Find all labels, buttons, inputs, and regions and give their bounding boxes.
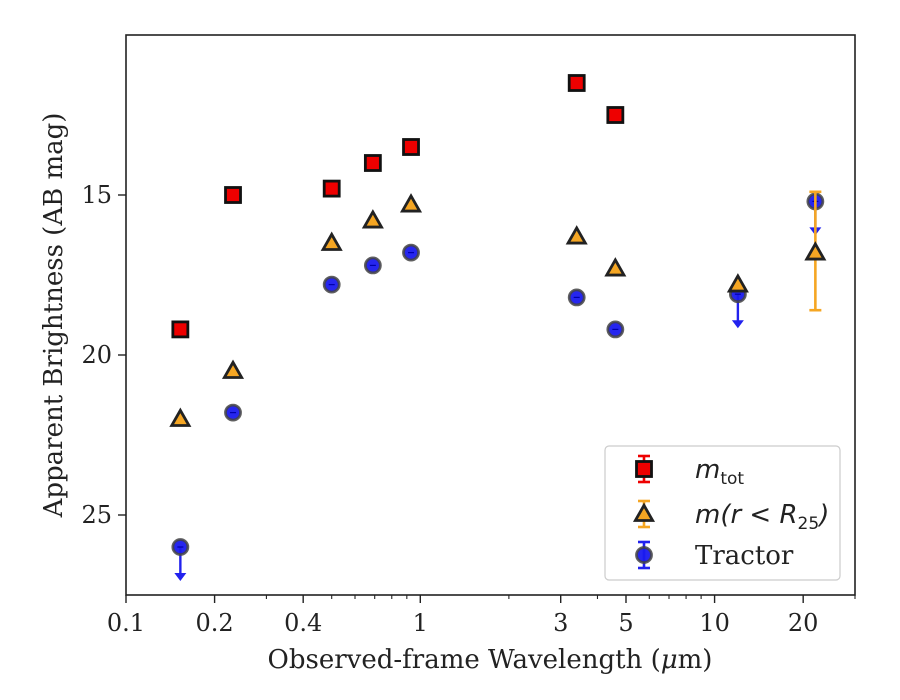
upper-limit-arrow-head	[174, 573, 187, 581]
x-tick-label-2: 0.4	[284, 609, 322, 637]
y-tick-label-2: 25	[81, 501, 112, 529]
square-marker	[567, 74, 586, 92]
triangle-marker	[726, 273, 749, 293]
legend-marker-circle	[635, 546, 653, 564]
legend-item-triangle: m(r < R25)	[632, 499, 829, 534]
data-point-square-3	[363, 154, 382, 172]
data-point-square-0	[171, 320, 190, 339]
data-point-circle-2	[322, 275, 341, 294]
legend-marker-triangle	[632, 502, 656, 522]
data-point-triangle-3	[361, 209, 384, 229]
data-point-circle-5	[567, 288, 586, 307]
data-point-square-2	[322, 179, 341, 198]
data-point-circle-1	[224, 403, 242, 422]
data-point-triangle-0	[169, 407, 192, 427]
y-tick-label-0: 15	[81, 181, 112, 209]
square-marker	[402, 138, 420, 156]
legend-marker-square	[635, 460, 653, 478]
data-point-triangle-2	[320, 231, 343, 251]
triangle-marker	[221, 359, 245, 379]
legend-label-0: mtot	[695, 455, 744, 489]
legend-box	[604, 445, 841, 581]
data-point-circle-3	[363, 256, 382, 275]
data-point-circle-0	[171, 538, 190, 581]
x-tick-label-0: 0.1	[107, 609, 145, 637]
y-tick-label-1: 20	[81, 341, 112, 369]
data-point-triangle-6	[604, 257, 627, 277]
data-point-square-4	[402, 138, 420, 156]
data-point-triangle-4	[399, 193, 423, 213]
legend-item-circle: Tractor	[635, 540, 794, 571]
triangle-marker	[804, 241, 827, 261]
triangle-marker	[604, 257, 627, 277]
triangle-marker	[320, 231, 343, 251]
x-tick-label-4: 3	[553, 609, 568, 637]
triangle-marker	[399, 193, 423, 213]
data-point-triangle-8	[804, 190, 827, 312]
data-point-circle-7	[728, 285, 747, 329]
y-axis-label: Apparent Brightness (AB mag)	[39, 113, 69, 519]
triangle-marker	[169, 407, 192, 427]
legend-item-square: mtot	[635, 454, 744, 489]
series-triangle	[169, 190, 827, 427]
series-circle	[171, 192, 825, 581]
data-point-triangle-5	[565, 225, 588, 245]
data-point-square-6	[606, 106, 625, 124]
plot-area	[169, 74, 827, 581]
square-marker	[322, 179, 341, 198]
x-axis: 0.1 0.2 0.4 1 3 5 10 20	[107, 595, 856, 637]
legend: mtot m(r < R25) Tractor	[604, 445, 841, 581]
data-point-circle-4	[402, 243, 420, 262]
x-tick-label-5: 5	[618, 609, 633, 637]
data-point-square-5	[567, 74, 586, 92]
legend-label-1: m(r < R25)	[695, 500, 829, 534]
upper-limit-arrow-head	[731, 320, 744, 329]
square-marker	[363, 154, 382, 172]
data-point-circle-6	[606, 320, 625, 339]
data-point-square-1	[224, 186, 242, 204]
square-marker	[171, 320, 190, 339]
y-axis: 15 20 25	[81, 181, 126, 529]
x-tick-label-3: 1	[413, 609, 428, 637]
x-tick-label-6: 10	[699, 609, 730, 637]
square-marker	[606, 106, 625, 124]
legend-label-2: Tractor	[695, 541, 794, 571]
triangle-marker	[565, 225, 588, 245]
square-marker	[224, 186, 242, 204]
series-square	[171, 74, 625, 339]
triangle-marker	[361, 209, 384, 229]
data-point-triangle-1	[221, 359, 245, 379]
data-point-triangle-7	[726, 273, 749, 293]
x-tick-label-7: 20	[788, 609, 819, 637]
x-axis-label: Observed-frame Wavelength (μm)	[268, 645, 713, 675]
plot-frame	[125, 34, 856, 596]
x-tick-label-1: 0.2	[196, 609, 234, 637]
